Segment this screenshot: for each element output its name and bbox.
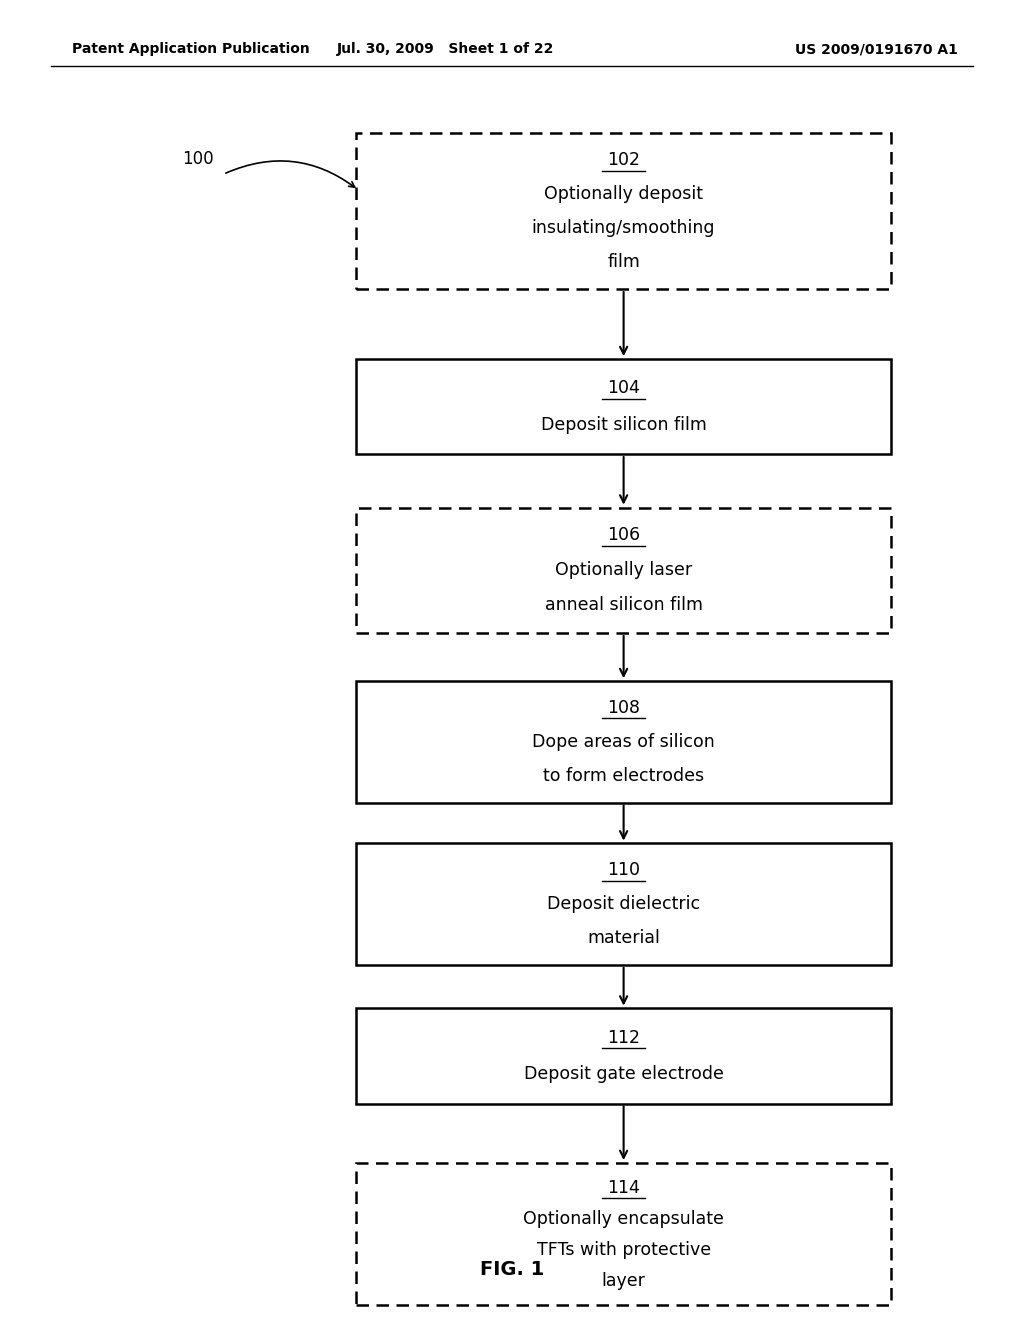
Text: material: material <box>587 929 660 946</box>
Text: 112: 112 <box>607 1028 640 1047</box>
FancyArrowPatch shape <box>620 636 628 676</box>
Text: anneal silicon film: anneal silicon film <box>545 597 702 614</box>
Text: 110: 110 <box>607 862 640 879</box>
Text: FIG. 1: FIG. 1 <box>480 1261 544 1279</box>
Bar <box>356 681 891 803</box>
Text: layer: layer <box>602 1271 645 1290</box>
Bar <box>356 1163 891 1305</box>
Text: Optionally laser: Optionally laser <box>555 561 692 579</box>
Text: Patent Application Publication: Patent Application Publication <box>72 42 309 57</box>
FancyArrowPatch shape <box>620 1106 628 1158</box>
FancyArrowPatch shape <box>620 292 628 354</box>
Text: 104: 104 <box>607 379 640 397</box>
Text: to form electrodes: to form electrodes <box>543 767 705 784</box>
Text: Deposit dielectric: Deposit dielectric <box>547 895 700 913</box>
Bar <box>356 508 891 634</box>
Bar <box>356 133 891 289</box>
Text: 114: 114 <box>607 1179 640 1197</box>
FancyArrowPatch shape <box>620 805 628 838</box>
Text: insulating/smoothing: insulating/smoothing <box>531 219 716 238</box>
Bar <box>356 1008 891 1104</box>
FancyArrowPatch shape <box>620 457 628 503</box>
Text: Optionally encapsulate: Optionally encapsulate <box>523 1209 724 1228</box>
Bar <box>356 843 891 965</box>
Text: Deposit silicon film: Deposit silicon film <box>541 416 707 434</box>
Text: 102: 102 <box>607 152 640 169</box>
Text: film: film <box>607 253 640 271</box>
Text: Deposit gate electrode: Deposit gate electrode <box>523 1065 724 1084</box>
Text: Dope areas of silicon: Dope areas of silicon <box>532 733 715 751</box>
Text: TFTs with protective: TFTs with protective <box>537 1241 711 1259</box>
Text: 100: 100 <box>182 150 214 169</box>
Text: 108: 108 <box>607 700 640 717</box>
Bar <box>356 359 891 454</box>
Text: US 2009/0191670 A1: US 2009/0191670 A1 <box>795 42 957 57</box>
Text: Optionally deposit: Optionally deposit <box>544 185 703 203</box>
FancyArrowPatch shape <box>620 968 628 1003</box>
Text: 106: 106 <box>607 527 640 544</box>
Text: Jul. 30, 2009   Sheet 1 of 22: Jul. 30, 2009 Sheet 1 of 22 <box>337 42 554 57</box>
FancyArrowPatch shape <box>225 161 354 187</box>
